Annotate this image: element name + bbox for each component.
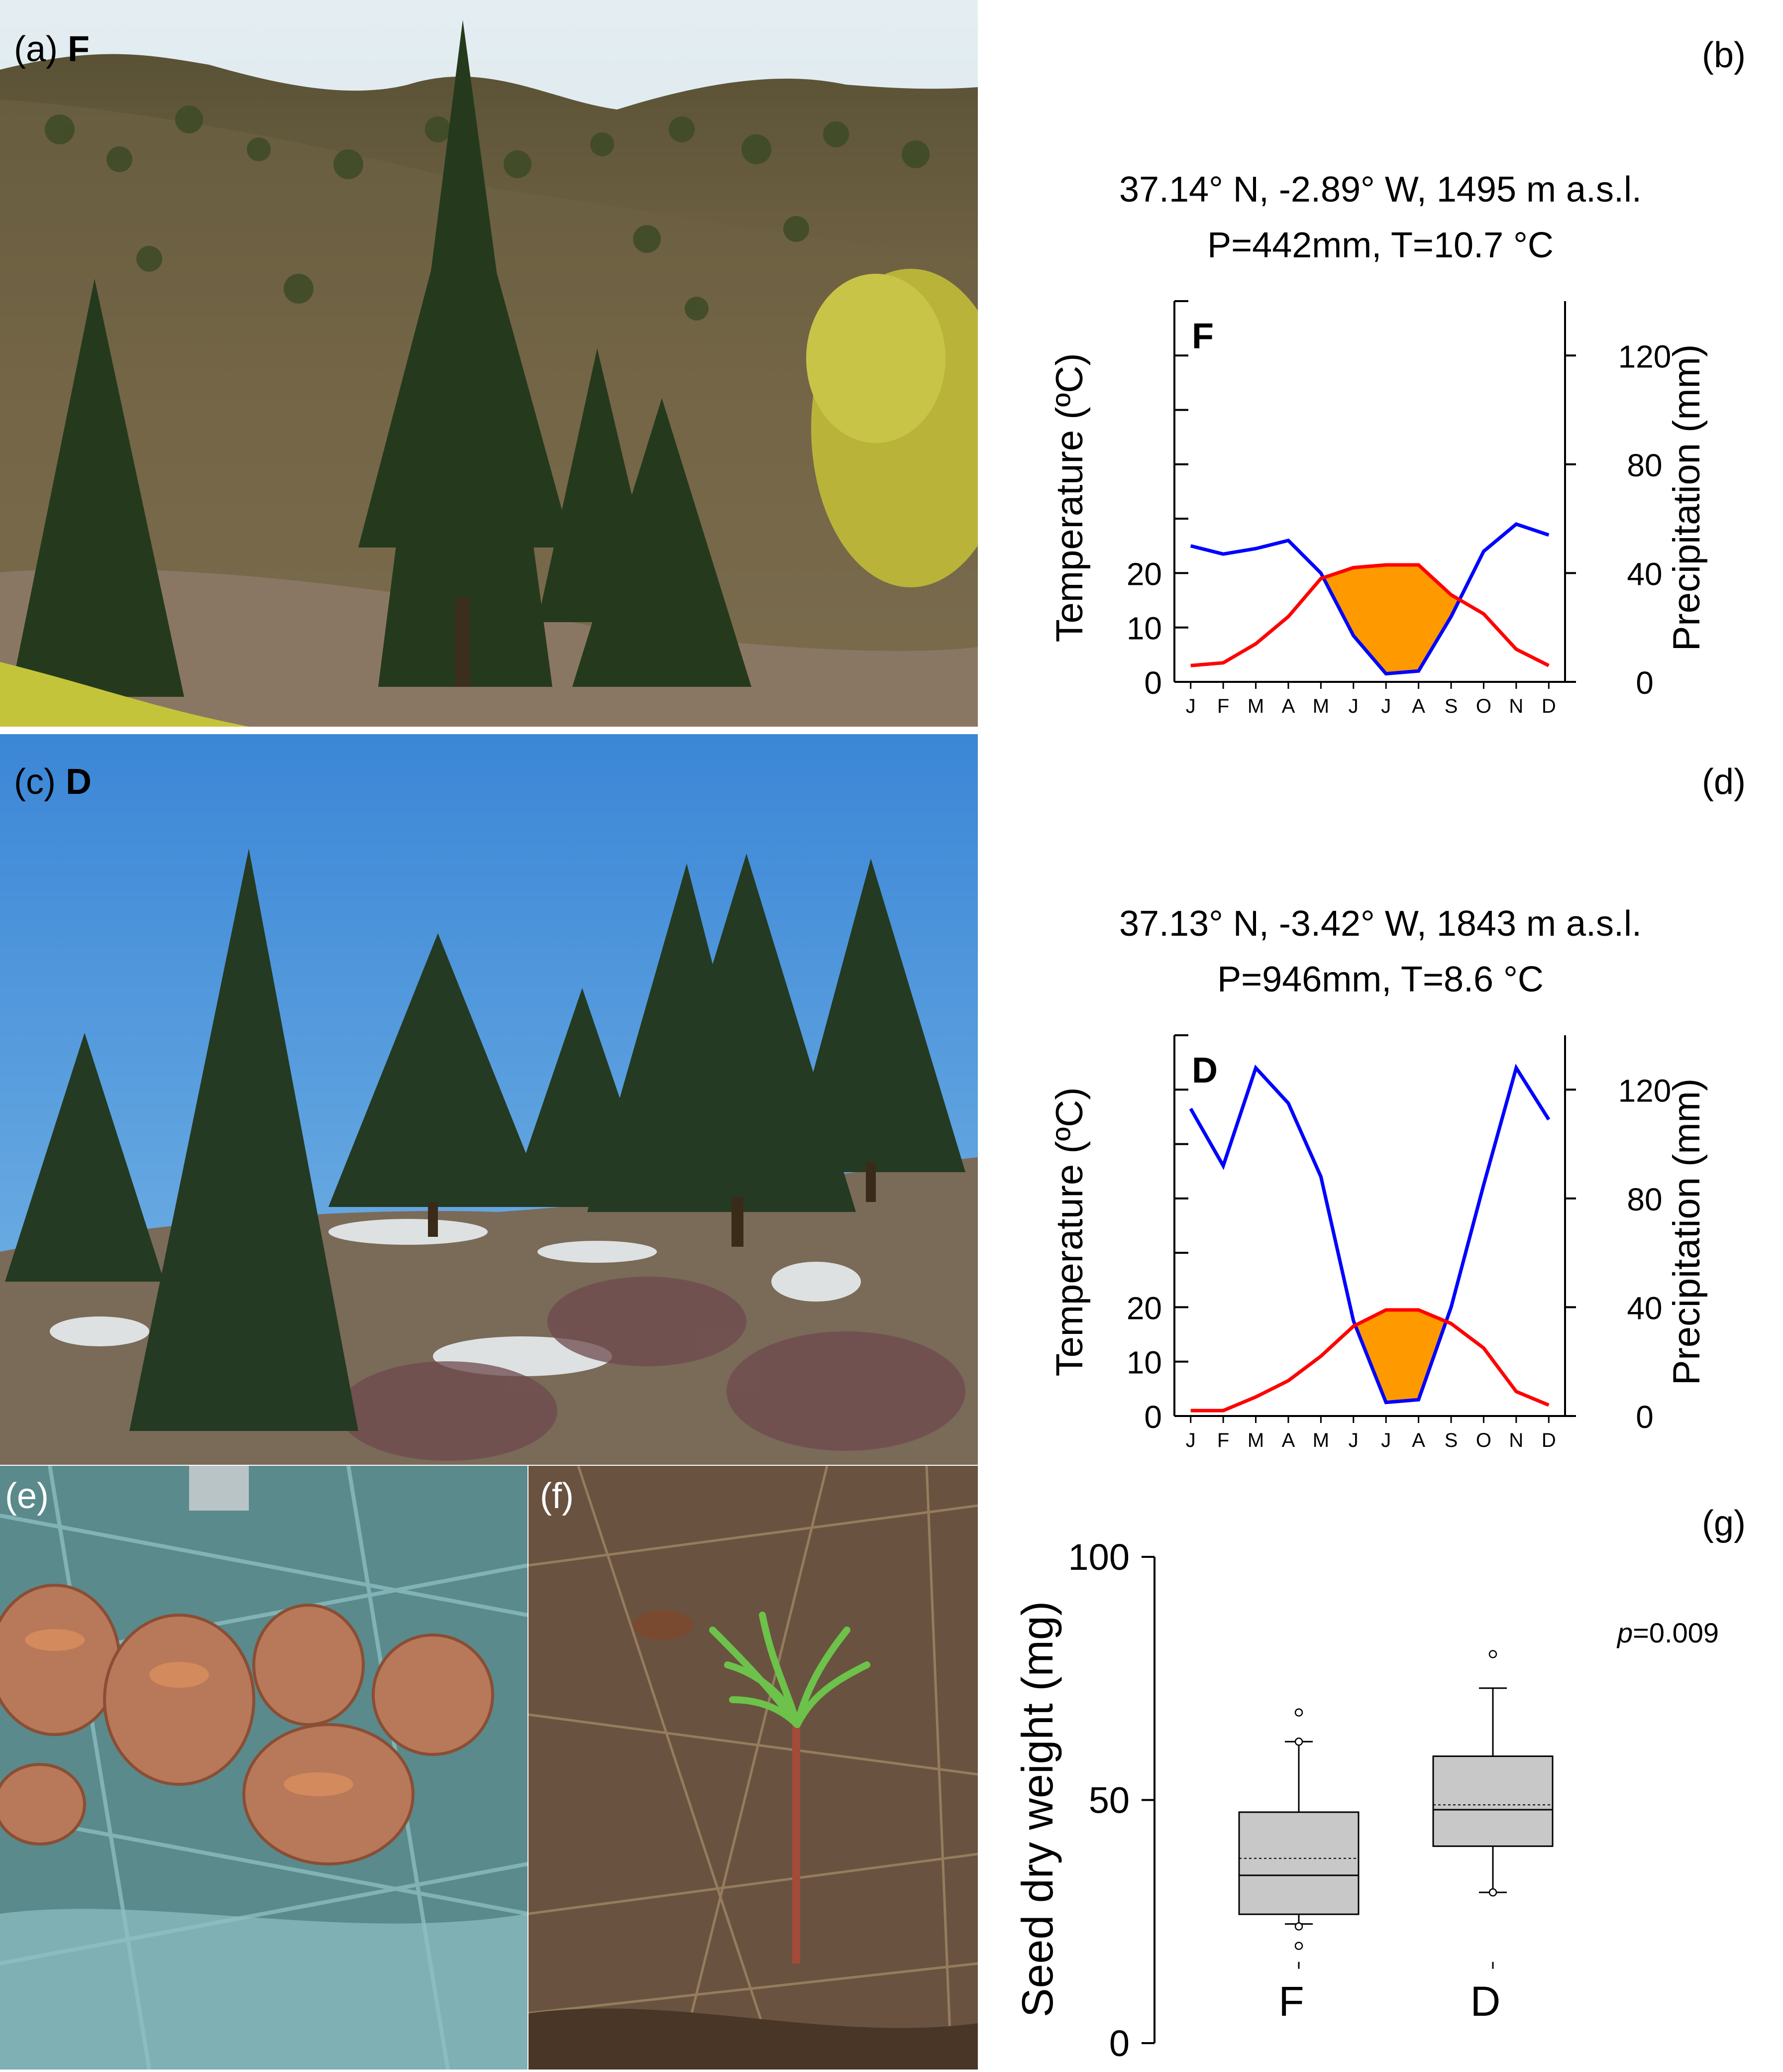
panel-letter-f: (f) — [540, 1476, 574, 1516]
boxplot-y-tick-label: 50 — [1089, 1780, 1130, 1821]
chart-d-precipitation-line — [1189, 1064, 1551, 1405]
chart-b-x-tick-label: J — [1186, 695, 1196, 717]
chart-d-ylabel-left: Temperature (ºC) — [1049, 1087, 1091, 1376]
chart-b-temperature-line — [1190, 563, 1550, 667]
box-f — [1238, 1811, 1360, 1915]
chart-d-x-tick-label: M — [1248, 1429, 1264, 1451]
chart-d-x-tick-label: J — [1186, 1429, 1196, 1451]
chart-b-right-tick-label: 40 — [1627, 556, 1662, 592]
chart-d-x-tick-label: O — [1476, 1429, 1491, 1451]
chart-d-x-tick-label: J — [1381, 1429, 1391, 1451]
climate-chart-f: 37.14° N, -2.89° W, 1495 m a.s.l. P=442mm… — [978, 0, 1783, 734]
chart-b-x-tick-label: M — [1248, 695, 1264, 717]
boxplot-y-tick-label: 0 — [1109, 2023, 1130, 2064]
chart-d-left-tick-label: 20 — [1127, 1290, 1162, 1326]
boxplot-x-label-f: F — [1278, 1978, 1304, 2025]
chart-b-right-tick-label: 0 — [1636, 665, 1654, 701]
chart-b-left-tick-label: 20 — [1127, 556, 1162, 592]
chart-d-right-tick-label: 80 — [1627, 1182, 1662, 1217]
box-d — [1432, 1755, 1554, 1847]
panel-label-d: (d) — [1702, 762, 1746, 802]
box-f-outlier — [1294, 1738, 1303, 1746]
panel-label-c: (c) D — [14, 762, 92, 802]
chart-b-x-tick-label: F — [1217, 695, 1229, 717]
chart-b-x-tick-label: N — [1509, 695, 1523, 717]
panel-letter-e: (e) — [5, 1476, 49, 1516]
photo-cones — [0, 1466, 527, 2070]
chart-b-subtitle: P=442mm, T=10.7 °C — [1207, 225, 1554, 265]
boxplot-y-label: Seed dry weight (mg) — [1013, 1601, 1062, 2017]
panel-label-e: (e) — [5, 1476, 49, 1517]
chart-d-left-tick-label: 10 — [1127, 1345, 1162, 1381]
chart-d-x-tick-label: N — [1509, 1429, 1523, 1451]
photo-seedling — [528, 1466, 978, 2070]
boxplot-y-tick-label: 100 — [1068, 1536, 1130, 1578]
chart-b-x-tick-label: J — [1349, 695, 1359, 717]
chart-b-x-tick-label: J — [1381, 695, 1391, 717]
seed-weight-boxplot: 0 50 100 Seed dry weight (mg) p=0.009 F D — [978, 1466, 1783, 2070]
photo-site-f — [0, 0, 978, 727]
chart-b-x-tick-label: D — [1542, 695, 1556, 717]
panel-letter-a: (a) — [14, 29, 58, 69]
p-symbol: p — [1616, 1617, 1633, 1648]
box-f-outlier — [1294, 1708, 1303, 1717]
chart-b-x-tick-label: M — [1313, 695, 1329, 717]
chart-b-arid-fill — [1323, 565, 1460, 674]
panel-letter-c: (c) — [14, 762, 56, 802]
chart-d-right-tick-label: 40 — [1627, 1290, 1662, 1326]
climate-chart-d: 37.13° N, -3.42° W, 1843 m a.s.l. P=946mm… — [978, 734, 1783, 1466]
chart-d-ylabel-right: Precipitation (mm) — [1666, 1079, 1708, 1386]
box-f-outlier — [1294, 1922, 1303, 1931]
panel-label-b: (b) — [1702, 35, 1746, 75]
chart-b-x-tick-label: O — [1476, 695, 1491, 717]
chart-d-x-tick-label: D — [1542, 1429, 1556, 1451]
chart-b-ylabel-left: Temperature (ºC) — [1049, 353, 1091, 642]
chart-b-right-tick-label: 80 — [1627, 447, 1662, 483]
chart-b-x-tick-label: A — [1412, 695, 1425, 717]
chart-b-title: 37.14° N, -2.89° W, 1495 m a.s.l. — [1119, 170, 1642, 210]
chart-d-right-tick-label: 0 — [1636, 1399, 1654, 1435]
photo-site-d — [0, 734, 978, 1465]
chart-d-x-tick-label: J — [1349, 1429, 1359, 1451]
box-d-outlier — [1488, 1650, 1497, 1658]
chart-b-right-tick-label: 120 — [1618, 338, 1672, 374]
p-value: =0.009 — [1633, 1617, 1719, 1648]
climate-chart-d-svg: 37.13° N, -3.42° W, 1843 m a.s.l. P=946mm… — [1049, 904, 1708, 1451]
chart-d-subtitle: P=946mm, T=8.6 °C — [1217, 960, 1544, 999]
chart-d-x-tick-label: F — [1217, 1429, 1229, 1451]
panel-label-a: (a) F — [14, 29, 90, 70]
chart-b-ylabel-right: Precipitation (mm) — [1666, 344, 1708, 652]
boxplot-x-label-d: D — [1470, 1978, 1501, 2025]
box-f-outlier — [1294, 1942, 1303, 1950]
climate-chart-f-svg: 37.14° N, -2.89° W, 1495 m a.s.l. P=442mm… — [1049, 170, 1708, 717]
chart-b-x-tick-label: S — [1445, 695, 1458, 717]
site-label-c: D — [65, 762, 92, 802]
chart-d-x-tick-label: S — [1445, 1429, 1458, 1451]
chart-d-x-tick-label: M — [1313, 1429, 1329, 1451]
chart-b-x-tick-label: A — [1282, 695, 1295, 717]
boxplot-p-value: p=0.009 — [1616, 1617, 1719, 1648]
chart-d-x-tick-label: A — [1282, 1429, 1295, 1451]
chart-d-temperature-line — [1190, 1308, 1550, 1413]
chart-d-x-tick-label: A — [1412, 1429, 1425, 1451]
chart-d-site-label: D — [1192, 1051, 1218, 1091]
panel-label-g: (g) — [1702, 1504, 1746, 1543]
chart-d-title: 37.13° N, -3.42° W, 1843 m a.s.l. — [1119, 904, 1642, 944]
chart-d-right-tick-label: 120 — [1618, 1073, 1672, 1108]
site-label-a: F — [68, 29, 90, 69]
chart-d-left-tick-label: 0 — [1144, 1399, 1162, 1435]
box-d-outlier — [1488, 1888, 1497, 1897]
chart-b-precipitation-line — [1190, 522, 1550, 676]
panel-label-f: (f) — [540, 1476, 574, 1517]
chart-b-left-tick-label: 0 — [1144, 665, 1162, 701]
chart-b-site-label: F — [1192, 317, 1214, 356]
chart-b-left-tick-label: 10 — [1127, 611, 1162, 647]
